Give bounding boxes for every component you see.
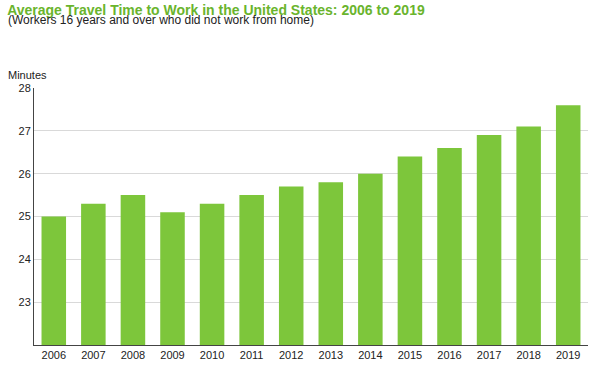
svg-text:2018: 2018 <box>516 349 540 361</box>
svg-text:(Workers 16 years and over who: (Workers 16 years and over who did not w… <box>8 13 314 27</box>
svg-text:2009: 2009 <box>160 349 184 361</box>
svg-text:2014: 2014 <box>358 349 382 361</box>
svg-text:2016: 2016 <box>437 349 461 361</box>
svg-text:Average Travel Time to Work in: Average Travel Time to Work in the Unite… <box>7 2 425 18</box>
svg-text:2010: 2010 <box>200 349 224 361</box>
svg-text:26: 26 <box>19 168 31 180</box>
svg-text:Minutes: Minutes <box>8 69 47 81</box>
svg-text:2006: 2006 <box>42 349 66 361</box>
svg-text:2012: 2012 <box>279 349 303 361</box>
svg-text:2019: 2019 <box>556 349 580 361</box>
svg-text:2013: 2013 <box>319 349 343 361</box>
svg-text:28: 28 <box>19 82 31 94</box>
svg-text:25: 25 <box>19 210 31 222</box>
svg-text:27: 27 <box>19 125 31 137</box>
svg-text:2011: 2011 <box>240 349 264 361</box>
svg-text:2008: 2008 <box>121 349 145 361</box>
svg-text:24: 24 <box>19 253 31 265</box>
svg-text:2015: 2015 <box>398 349 422 361</box>
svg-text:2007: 2007 <box>81 349 105 361</box>
svg-text:2017: 2017 <box>477 349 501 361</box>
svg-text:23: 23 <box>19 296 31 308</box>
